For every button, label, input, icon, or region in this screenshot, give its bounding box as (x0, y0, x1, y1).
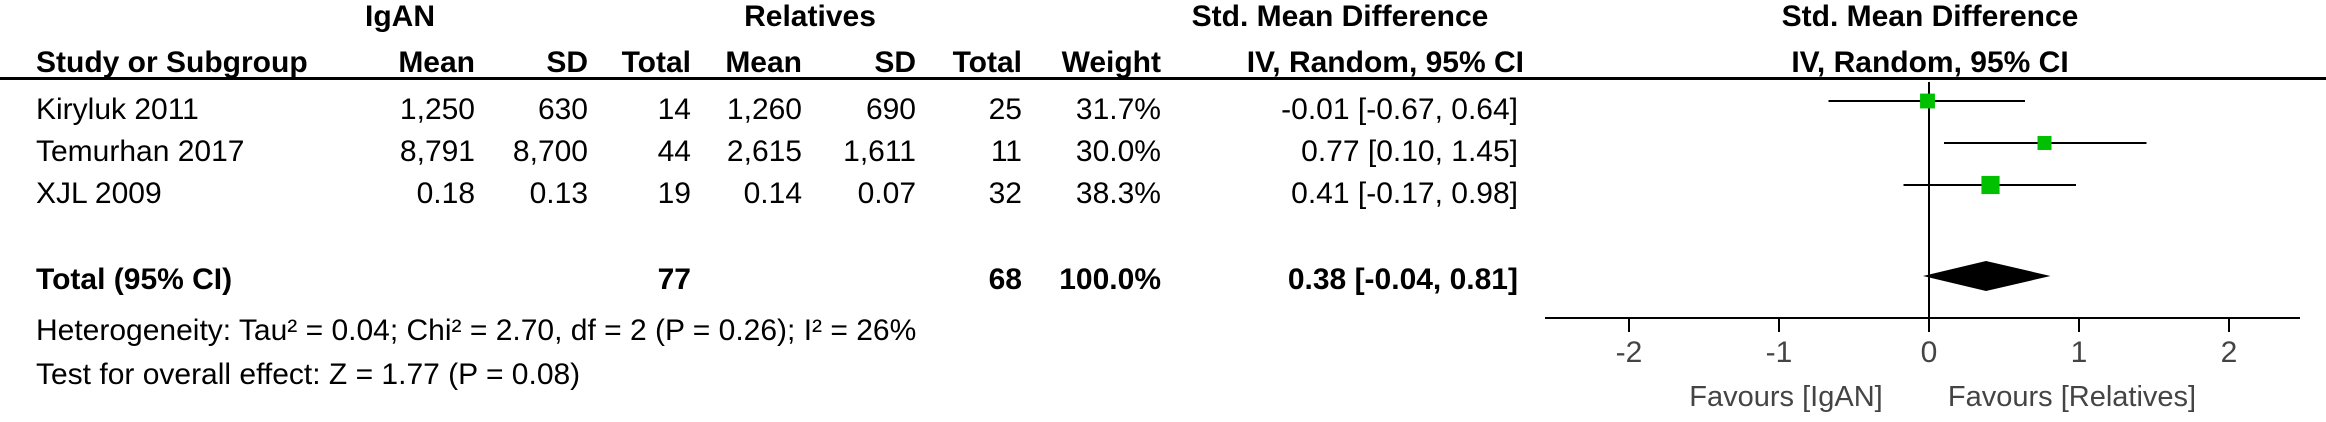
weight-cell: 31.7% (1075, 93, 1161, 126)
total-label: Total (95% CI) (36, 263, 233, 296)
sd2-cell: 0.07 (857, 177, 916, 210)
total-weight: 100.0% (1059, 263, 1161, 296)
mean1-cell: 0.18 (416, 177, 475, 210)
group2-header: Relatives (744, 0, 876, 33)
total1-column-header: Total (621, 46, 691, 79)
smd-plot-header: Std. Mean Difference (1781, 0, 2079, 33)
pooled-diamond (1923, 261, 2051, 291)
method-table-header: IV, Random, 95% CI (1246, 46, 1524, 79)
weight-cell: 38.3% (1075, 177, 1161, 210)
ci-cell: 0.41 [-0.17, 0.98] (1291, 177, 1518, 210)
method-plot-header: IV, Random, 95% CI (1791, 46, 2069, 79)
heterogeneity-text: Heterogeneity: Tau² = 0.04; Chi² = 2.70,… (36, 314, 917, 347)
study-marker (1920, 93, 1935, 109)
mean2-cell: 0.14 (743, 177, 802, 210)
x-tick-label: 1 (2071, 336, 2088, 369)
sd1-cell: 630 (537, 93, 588, 126)
total1-cell: 19 (657, 177, 691, 210)
sd1-column-header: SD (546, 46, 588, 79)
favours-left-label: Favours [IgAN] (1689, 381, 1882, 413)
group1-header: IgAN (365, 0, 435, 33)
weight-column-header: Weight (1061, 46, 1161, 79)
x-tick-label: -2 (1616, 336, 1643, 369)
sd1-cell: 0.13 (529, 177, 588, 210)
sd1-cell: 8,700 (512, 135, 588, 168)
total2-cell: 11 (990, 135, 1022, 168)
mean2-column-header: Mean (725, 46, 802, 79)
smd-table-header: Std. Mean Difference (1191, 0, 1489, 33)
total-ci: 0.38 [-0.04, 0.81] (1287, 263, 1518, 296)
ci-cell: 0.77 [0.10, 1.45] (1301, 135, 1518, 168)
ci-cell: -0.01 [-0.67, 0.64] (1281, 93, 1518, 126)
sd2-column-header: SD (874, 46, 916, 79)
sd2-cell: 1,611 (843, 135, 916, 168)
total2-cell: 32 (988, 177, 1022, 210)
study-name: Temurhan 2017 (36, 135, 245, 168)
mean2-cell: 2,615 (726, 135, 802, 168)
study-name: XJL 2009 (36, 177, 162, 210)
sd2-cell: 690 (865, 93, 916, 126)
x-tick-label: -1 (1766, 336, 1793, 369)
total2-cell: 25 (988, 93, 1022, 126)
study-marker (2037, 136, 2052, 150)
study-name: Kiryluk 2011 (36, 93, 199, 126)
header-rule (0, 77, 2326, 80)
x-tick-label: 0 (1921, 336, 1938, 369)
mean2-cell: 1,260 (726, 93, 802, 126)
mean1-cell: 8,791 (399, 135, 475, 168)
total1-cell: 14 (657, 93, 691, 126)
total2-sum: 68 (988, 263, 1022, 296)
mean1-cell: 1,250 (399, 93, 475, 126)
total2-column-header: Total (952, 46, 1022, 79)
total1-cell: 44 (657, 135, 691, 168)
study-marker (1981, 175, 2000, 195)
weight-cell: 30.0% (1075, 135, 1161, 168)
x-tick-label: 2 (2221, 336, 2238, 369)
overall-effect-text: Test for overall effect: Z = 1.77 (P = 0… (36, 358, 581, 391)
total1-sum: 77 (657, 263, 691, 296)
study-column-header: Study or Subgroup (36, 46, 308, 79)
favours-right-label: Favours [Relatives] (1948, 381, 2196, 413)
mean1-column-header: Mean (398, 46, 475, 79)
